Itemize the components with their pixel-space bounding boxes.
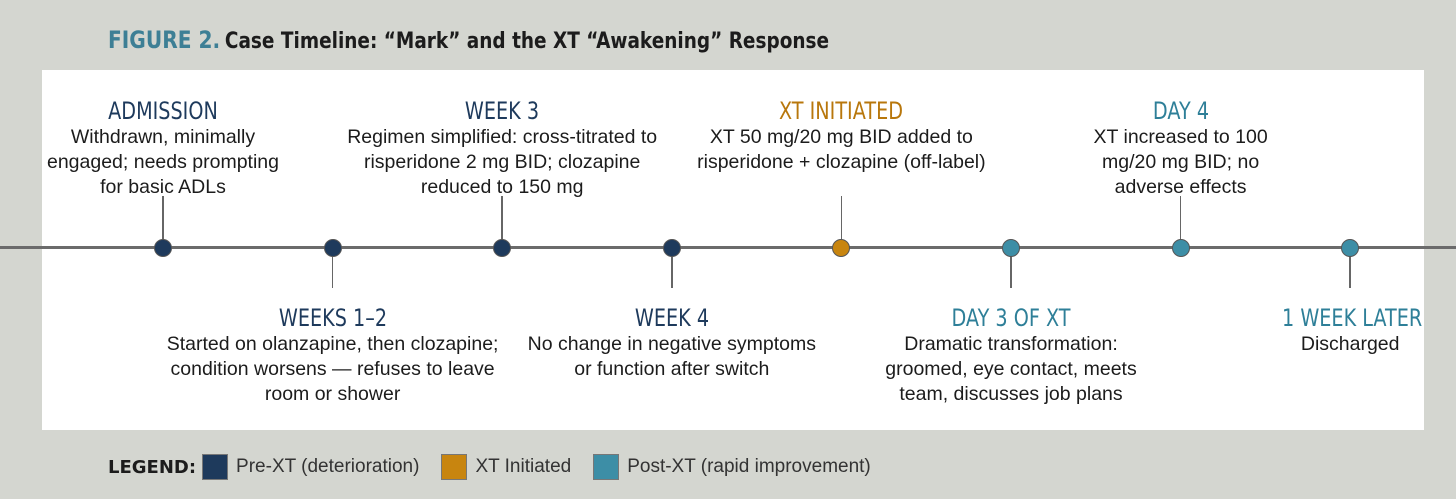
event-description: XT increased to 100 mg/20 mg BID; no adv… bbox=[1093, 126, 1268, 198]
legend-item-post: Post-XT (rapid improvement) bbox=[593, 454, 871, 480]
legend-label-pre: Pre-XT (deterioration) bbox=[236, 456, 420, 477]
timeline-dot bbox=[493, 238, 512, 257]
timeline-event: ADMISSION Withdrawn, minimally engaged; n… bbox=[33, 97, 293, 200]
timeline-event: WEEKS 1–2 Started on olanzapine, then clo… bbox=[153, 304, 513, 407]
legend-swatch-pre bbox=[202, 454, 229, 480]
legend-label-xt: XT Initiated bbox=[475, 456, 572, 477]
legend-swatch-post bbox=[593, 454, 620, 480]
figure-title-text: Case Timeline: “Mark” and the XT “Awaken… bbox=[224, 29, 830, 54]
timeline-dot bbox=[832, 238, 851, 257]
figure-title: FIGURE 2. Case Timeline: “Mark” and the … bbox=[108, 26, 829, 54]
timeline-axis bbox=[0, 246, 1456, 249]
event-description: No change in negative symptoms or functi… bbox=[527, 333, 816, 380]
timeline-dot bbox=[662, 238, 681, 257]
timeline-connector bbox=[501, 196, 503, 248]
event-description: Started on olanzapine, then clozapine; c… bbox=[166, 333, 499, 405]
timeline-connector bbox=[162, 196, 164, 248]
legend-label-post: Post-XT (rapid improvement) bbox=[627, 456, 871, 477]
timeline-event: 1 WEEK LATER Discharged bbox=[1265, 304, 1435, 357]
timeline-event: XT INITIATED XT 50 mg/20 mg BID added to … bbox=[691, 97, 991, 175]
timeline-connector bbox=[1179, 196, 1182, 248]
timeline-event: WEEK 3 Regimen simplified: cross-titrated… bbox=[337, 97, 667, 200]
timeline-event: DAY 3 OF XT Dramatic transformation: groo… bbox=[861, 304, 1161, 407]
legend-item-pre: Pre-XT (deterioration) bbox=[202, 454, 419, 480]
legend-title: LEGEND: bbox=[108, 456, 197, 478]
timeline-event: WEEK 4 No change in negative symptoms or … bbox=[527, 304, 817, 382]
timeline-connector bbox=[1349, 247, 1351, 288]
event-heading: WEEK 4 bbox=[634, 304, 709, 332]
timeline-dot bbox=[154, 238, 172, 257]
event-heading: DAY 4 bbox=[1152, 97, 1209, 125]
event-description: XT 50 mg/20 mg BID added to risperidone … bbox=[697, 126, 986, 173]
timeline-dot bbox=[1171, 238, 1190, 257]
timeline-connector bbox=[1010, 247, 1012, 288]
event-description: Withdrawn, minimally engaged; needs prom… bbox=[46, 126, 279, 198]
legend-item-xt: XT Initiated bbox=[441, 454, 571, 480]
timeline-panel bbox=[42, 70, 1424, 430]
legend: LEGEND: Pre-XT (deterioration) XT Initia… bbox=[108, 452, 893, 482]
event-heading: XT INITIATED bbox=[779, 97, 904, 125]
timeline-dot bbox=[1341, 238, 1360, 257]
event-heading: WEEKS 1–2 bbox=[278, 304, 387, 332]
figure-label: FIGURE 2. bbox=[108, 26, 221, 54]
timeline-dot bbox=[1002, 238, 1020, 257]
event-heading: DAY 3 OF XT bbox=[951, 304, 1071, 332]
event-description: Dramatic transformation: groomed, eye co… bbox=[885, 333, 1137, 405]
timeline-connector bbox=[671, 247, 673, 288]
event-description: Discharged bbox=[1300, 333, 1400, 355]
timeline-connector bbox=[331, 247, 334, 288]
event-heading: ADMISSION bbox=[108, 97, 218, 125]
legend-swatch-xt bbox=[441, 454, 468, 480]
timeline-event: DAY 4 XT increased to 100 mg/20 mg BID; n… bbox=[1066, 97, 1296, 200]
timeline-dot bbox=[323, 238, 342, 257]
event-heading: 1 WEEK LATER bbox=[1282, 304, 1423, 332]
event-description: Regimen simplified: cross-titrated to ri… bbox=[347, 126, 658, 198]
event-heading: WEEK 3 bbox=[465, 97, 540, 125]
timeline-connector bbox=[840, 196, 843, 248]
